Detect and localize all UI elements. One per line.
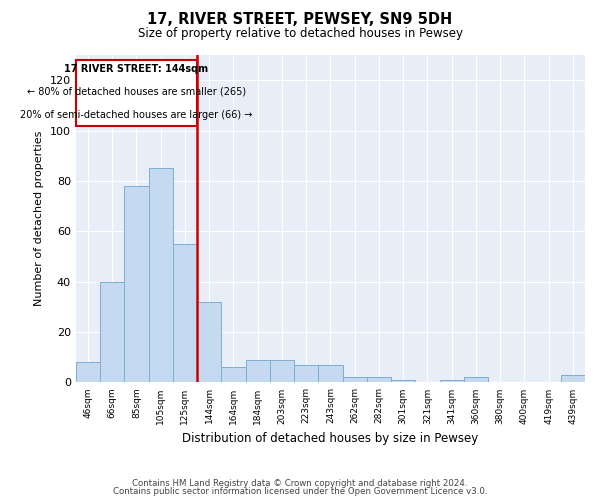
Bar	[124, 186, 149, 382]
Bar	[561, 375, 585, 382]
Text: 17, RIVER STREET, PEWSEY, SN9 5DH: 17, RIVER STREET, PEWSEY, SN9 5DH	[148, 12, 452, 28]
Bar	[367, 378, 391, 382]
Bar	[100, 282, 124, 382]
Bar	[294, 365, 318, 382]
Bar	[391, 380, 415, 382]
Bar	[440, 380, 464, 382]
Bar	[245, 360, 270, 382]
Text: ← 80% of detached houses are smaller (265): ← 80% of detached houses are smaller (26…	[27, 86, 246, 97]
Bar	[197, 302, 221, 382]
Bar	[270, 360, 294, 382]
Bar	[343, 378, 367, 382]
Text: Contains public sector information licensed under the Open Government Licence v3: Contains public sector information licen…	[113, 487, 487, 496]
Bar	[318, 365, 343, 382]
Bar	[173, 244, 197, 382]
Bar	[76, 362, 100, 382]
X-axis label: Distribution of detached houses by size in Pewsey: Distribution of detached houses by size …	[182, 432, 479, 445]
Text: Size of property relative to detached houses in Pewsey: Size of property relative to detached ho…	[137, 28, 463, 40]
Text: 20% of semi-detached houses are larger (66) →: 20% of semi-detached houses are larger (…	[20, 110, 253, 120]
Bar	[221, 368, 245, 382]
Bar	[149, 168, 173, 382]
Text: 17 RIVER STREET: 144sqm: 17 RIVER STREET: 144sqm	[64, 64, 209, 74]
Text: Contains HM Land Registry data © Crown copyright and database right 2024.: Contains HM Land Registry data © Crown c…	[132, 478, 468, 488]
Y-axis label: Number of detached properties: Number of detached properties	[34, 131, 44, 306]
Bar	[464, 378, 488, 382]
Bar	[76, 60, 197, 126]
